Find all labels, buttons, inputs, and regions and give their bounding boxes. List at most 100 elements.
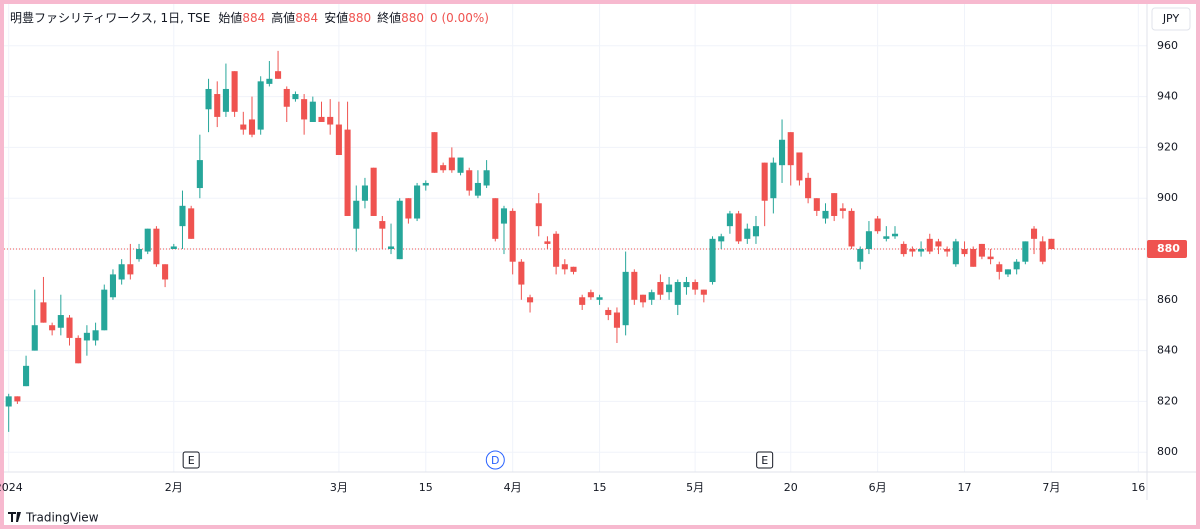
candle-body xyxy=(23,365,30,387)
ohlc-value: 884 xyxy=(242,11,265,25)
candle-body xyxy=(283,88,290,107)
ohlc-value: 880 xyxy=(401,11,424,25)
x-tick-label: 20 xyxy=(784,481,798,494)
event-label: E xyxy=(188,454,195,467)
candle-body xyxy=(605,309,612,316)
candle-body xyxy=(448,157,455,171)
y-tick-label: 860 xyxy=(1157,293,1178,306)
candle-body xyxy=(918,249,925,252)
candle-body xyxy=(596,297,603,300)
candle-body xyxy=(387,246,395,249)
candle-body xyxy=(75,337,82,364)
candle-body xyxy=(492,198,499,239)
ohlc-value: 880 xyxy=(348,11,371,25)
candle-body xyxy=(579,297,586,305)
x-tick-label: 2024 xyxy=(0,481,23,494)
plot-area xyxy=(4,4,1147,472)
candle-body xyxy=(535,203,542,227)
candle-body xyxy=(805,177,812,199)
candle-body xyxy=(240,124,247,130)
candle-body xyxy=(466,170,473,191)
candle-body xyxy=(353,200,360,229)
candle-body xyxy=(344,129,351,216)
ohlc-label: 終値 xyxy=(377,10,401,25)
candle-body xyxy=(179,205,186,227)
ohlc-label: 始値 xyxy=(218,10,242,25)
footer-brand: TradingView xyxy=(25,511,99,525)
x-tick-label: 4月 xyxy=(504,481,522,494)
candle-body xyxy=(996,264,1003,272)
candle-body xyxy=(553,233,560,267)
candle-body xyxy=(970,249,977,267)
candle-body xyxy=(726,213,733,227)
candle-body xyxy=(309,101,316,122)
candle-body xyxy=(1013,261,1020,270)
candle-body xyxy=(613,312,620,328)
candle-body xyxy=(474,182,481,196)
ohlc-label: 安値 xyxy=(324,10,348,25)
candle-body xyxy=(109,274,117,298)
candle-body xyxy=(405,198,412,219)
candle-body xyxy=(666,284,673,293)
candle-body xyxy=(196,160,203,189)
x-tick-label: 6月 xyxy=(869,481,887,494)
candle-body xyxy=(987,256,994,260)
candle-body xyxy=(370,167,377,216)
candle-body xyxy=(1048,238,1055,249)
currency-button[interactable] xyxy=(1151,7,1191,31)
candle-body xyxy=(66,317,73,338)
candle-body xyxy=(205,88,212,110)
candle-body xyxy=(335,124,342,156)
candle-body xyxy=(509,210,516,262)
candle-body xyxy=(952,241,959,265)
candle-body xyxy=(1039,241,1046,262)
candle-body xyxy=(518,261,525,285)
candle-body xyxy=(813,198,820,211)
candle-body xyxy=(153,228,160,265)
candle-body xyxy=(440,165,447,171)
x-tick-label: 5月 xyxy=(686,481,704,494)
candle-body xyxy=(527,297,534,303)
candle-body xyxy=(257,81,264,130)
candle-body xyxy=(735,213,742,242)
candle-body xyxy=(40,302,47,323)
x-tick-label: 3月 xyxy=(330,481,348,494)
candle-body xyxy=(700,289,707,295)
candle-body xyxy=(162,264,169,280)
candle-body xyxy=(14,396,21,402)
candle-body xyxy=(718,236,725,242)
currency-label[interactable]: JPY xyxy=(1162,12,1180,25)
candle-body xyxy=(692,282,699,290)
candle-body xyxy=(926,238,933,252)
candle-body xyxy=(648,292,655,300)
candle-body xyxy=(657,282,664,295)
earnings-marker xyxy=(182,451,200,469)
candle-body xyxy=(414,185,421,219)
event-label: E xyxy=(761,454,768,467)
candle-body xyxy=(978,243,985,257)
candle-body xyxy=(500,208,508,224)
event-label: D xyxy=(491,454,499,467)
candle-body xyxy=(770,162,777,199)
candle-body xyxy=(570,266,577,272)
candle-body xyxy=(822,210,829,219)
candle-body xyxy=(544,241,551,244)
candle-body xyxy=(709,238,716,283)
candle-body xyxy=(222,88,229,112)
change-value: 0 (0.00%) xyxy=(430,11,489,25)
candle-body xyxy=(752,226,760,237)
candle-body xyxy=(848,210,855,247)
candle-body xyxy=(431,132,438,173)
candle-body xyxy=(944,249,951,252)
candle-body xyxy=(909,249,916,252)
candle-body xyxy=(361,185,368,201)
y-tick-label: 960 xyxy=(1157,39,1178,52)
candle-body xyxy=(761,162,768,201)
candle-body xyxy=(188,208,195,239)
symbol-title: 明豊ファシリティワークス, 1日, TSE xyxy=(10,11,210,25)
candle-body xyxy=(779,139,786,166)
candle-body xyxy=(266,78,273,84)
candle-body xyxy=(248,119,256,135)
ohlc-label: 高値 xyxy=(271,10,295,25)
